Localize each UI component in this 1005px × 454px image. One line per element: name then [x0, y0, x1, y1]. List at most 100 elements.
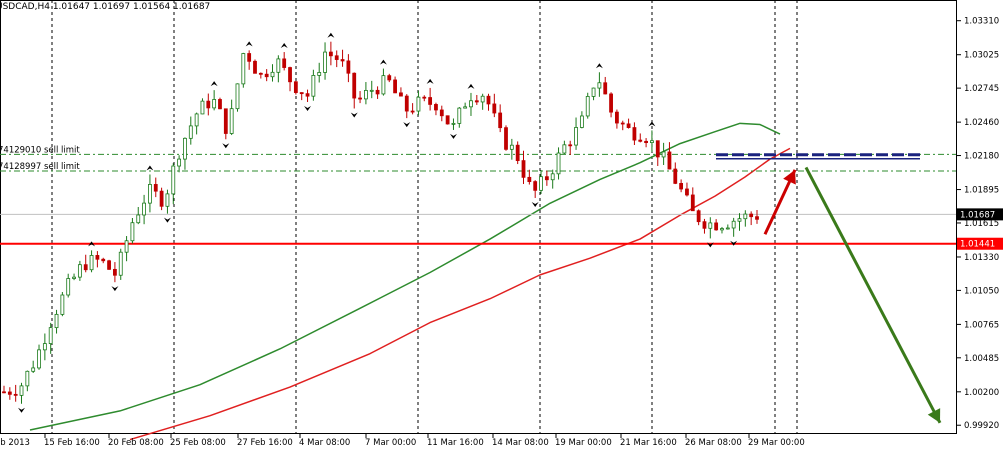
candle-body — [270, 71, 275, 78]
fractal-down-marker — [350, 112, 358, 118]
candle-body — [235, 83, 240, 110]
candle-body — [107, 260, 111, 270]
candle-body — [521, 160, 526, 178]
candle-body — [749, 213, 754, 218]
moving-average-line — [129, 147, 791, 441]
candle-body — [31, 367, 36, 372]
candle-body — [714, 222, 719, 231]
candle-body — [7, 391, 12, 395]
candle-body — [323, 51, 327, 73]
x-tick-label: 14 Mar 08:00 — [492, 438, 549, 448]
x-tick-label: 19 Mar 00:00 — [555, 438, 612, 448]
candle-body — [509, 144, 514, 150]
candle-body — [696, 210, 701, 223]
candle-body — [305, 93, 310, 97]
candle-body — [556, 152, 561, 175]
fractal-up-marker — [648, 121, 656, 127]
vertical-grid — [51, 0, 798, 434]
fractal-up-marker — [88, 241, 96, 247]
candle-body — [276, 58, 281, 73]
candle-body — [632, 127, 637, 141]
candle-body — [148, 184, 152, 204]
candle-body — [77, 264, 82, 278]
candle-body — [340, 59, 345, 62]
x-tick-label: eb 2013 — [0, 438, 30, 448]
candle-body — [702, 221, 707, 229]
candle-body — [264, 73, 269, 78]
fractal-down-marker — [111, 286, 119, 292]
candle-body — [451, 122, 456, 125]
candle-body — [404, 95, 409, 112]
candle-body — [258, 72, 263, 75]
fractal-down-marker — [304, 105, 312, 111]
candle-body — [334, 55, 339, 60]
candle-body — [165, 193, 170, 207]
candle-body — [661, 151, 666, 158]
candle-body — [328, 51, 333, 57]
candle-body — [422, 96, 427, 99]
candle-body — [171, 165, 176, 195]
candle-body — [562, 144, 567, 154]
y-tick-label: 1.01895 — [964, 186, 999, 196]
y-tick-label: 1.02180 — [964, 152, 999, 162]
candle-body — [679, 183, 684, 190]
candle-body — [66, 278, 71, 296]
candle-body — [591, 87, 596, 97]
candle-body — [720, 228, 724, 231]
candle-body — [83, 264, 88, 271]
candle-body — [60, 294, 65, 315]
candle-body — [177, 158, 182, 167]
candle-body — [463, 106, 468, 109]
candle-body — [25, 370, 30, 387]
candle-body — [731, 220, 736, 229]
fractal-markers — [18, 32, 738, 413]
fractal-down-marker — [403, 122, 411, 128]
candle-body — [585, 96, 590, 117]
candle-body — [183, 137, 187, 160]
candle-body — [375, 89, 380, 95]
support-price-tag: 1.01441 — [960, 240, 995, 250]
candle-body — [72, 276, 76, 279]
candle-body — [101, 258, 106, 262]
candle-body — [159, 190, 164, 207]
trade-annotations — [716, 153, 942, 424]
candle-body — [755, 216, 759, 220]
current-price-tag: 1.01687 — [960, 210, 995, 220]
candle-body — [533, 181, 538, 191]
x-tick-label: 15 Feb 16:00 — [44, 438, 100, 448]
fractal-down-marker — [706, 242, 714, 248]
x-tick-label: 11 Mar 16:00 — [427, 438, 484, 448]
y-tick-label: 1.03025 — [964, 51, 999, 61]
candle-body — [2, 391, 6, 394]
candle-body — [247, 53, 252, 62]
candle-body — [399, 92, 403, 97]
candle-body — [498, 112, 503, 129]
candle-body — [544, 176, 549, 181]
fractal-down-marker — [18, 407, 26, 413]
y-tick-label: 1.00765 — [964, 320, 999, 330]
y-tick-label: 1.00200 — [964, 388, 999, 398]
candle-body — [54, 313, 59, 329]
candle-body — [358, 97, 362, 100]
candle-body — [13, 393, 18, 396]
candle-body — [223, 108, 228, 134]
fractal-down-marker — [531, 201, 539, 207]
candle-body — [690, 194, 695, 212]
candle-body — [200, 100, 205, 115]
time-axis: eb 2013 15 Feb 16:00 20 Feb 08:00 25 Feb 08… — [0, 434, 805, 448]
candle-body — [474, 100, 479, 103]
candle-body — [416, 96, 421, 112]
candle-body — [515, 144, 520, 162]
price-axis: 1.03310 1.03025 1.02745 1.02460 1.02180 1.018… — [956, 17, 1003, 431]
candle-body — [486, 95, 491, 105]
candle-body — [19, 385, 24, 396]
candle-body — [667, 151, 672, 170]
candle-body — [492, 103, 497, 114]
candle-body — [346, 60, 351, 74]
x-tick-label: 29 Mar 00:00 — [748, 438, 805, 448]
candle-body — [253, 60, 257, 74]
candle-body — [685, 188, 689, 196]
fractal-up-marker — [426, 78, 434, 84]
candle-body — [638, 139, 643, 142]
fractal-up-marker — [280, 43, 288, 49]
